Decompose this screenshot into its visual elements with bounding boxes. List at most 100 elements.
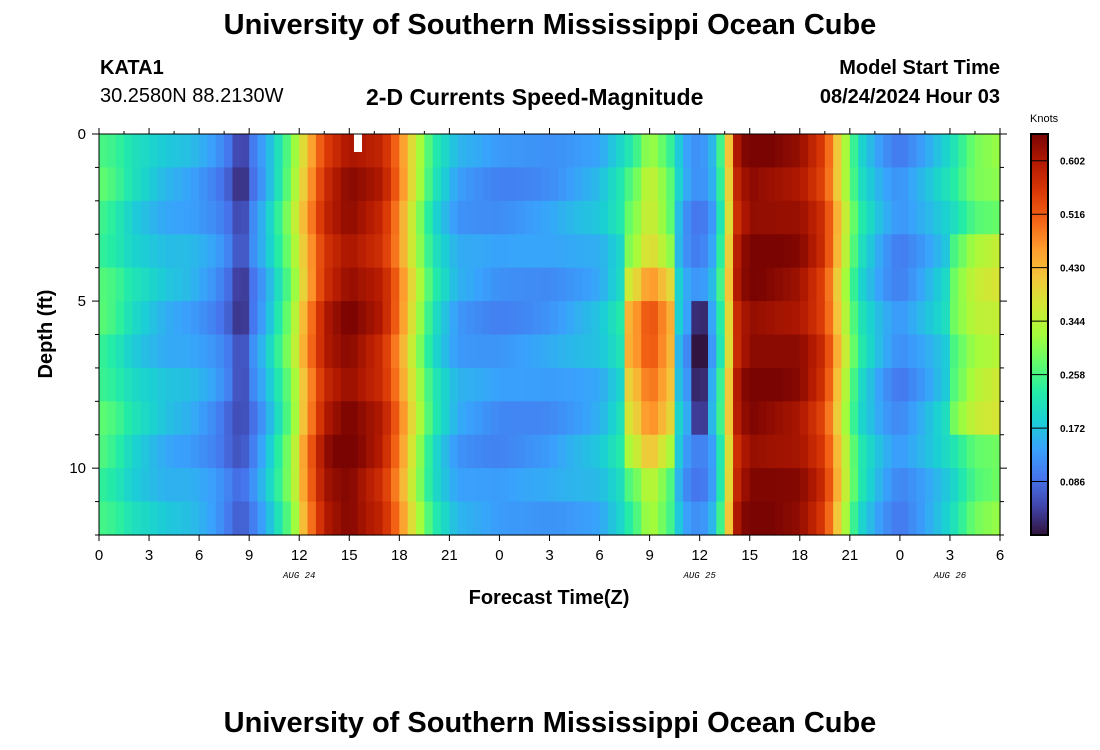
heatmap-cell [282,134,292,169]
heatmap-cell [949,167,959,202]
heatmap-cell [674,301,684,336]
heatmap-cell [883,200,893,235]
heatmap-cell [591,434,601,469]
heatmap-cell [708,134,717,169]
heatmap-cell [916,434,926,469]
heatmap-cell [349,267,359,302]
heatmap-cell [257,401,267,436]
heatmap-cell [641,367,651,402]
heatmap-cells [99,134,1001,536]
heatmap-cell [858,434,868,469]
heatmap-cell [699,267,709,302]
heatmap-cell [240,367,250,402]
heatmap-cell [340,367,350,402]
heatmap-cell [340,200,350,235]
heatmap-cell [891,334,901,369]
heatmap-cell [107,468,117,503]
x-tick-label: 3 [545,547,553,564]
heatmap-cell [290,301,300,336]
heatmap-cell [808,501,818,536]
heatmap-cell [124,301,133,336]
heatmap-cell [841,501,851,536]
heatmap-cell [557,167,567,202]
heatmap-cell [332,267,342,302]
heatmap-cell [165,501,175,536]
heatmap-cell [524,267,534,302]
heatmap-cell [249,301,259,336]
heatmap-cell [107,234,117,269]
heatmap-cell [883,501,893,536]
heatmap-cell [632,301,642,336]
heatmap-cell [824,334,834,369]
heatmap-cell [791,468,801,503]
heatmap-cell [791,434,801,469]
heatmap-cell [924,234,934,269]
heatmap-cell [833,334,843,369]
heatmap-cell [165,301,175,336]
heatmap-cell [365,301,375,336]
heatmap-cell [991,401,1001,436]
heatmap-cell [199,434,209,469]
heatmap-cell [224,167,234,202]
colorbar-tick-label: 0.430 [1060,264,1085,275]
heatmap-cell [649,167,659,202]
heatmap-cell [482,134,492,169]
heatmap-cell [749,134,759,169]
heatmap-cell [265,234,275,269]
heatmap-cell [716,434,726,469]
heatmap-cell [307,401,317,436]
heatmap-cell [791,134,801,169]
heatmap-cell [407,234,417,269]
heatmap-cell [524,334,534,369]
heatmap-cell [441,468,450,503]
heatmap-cell [424,301,434,336]
heatmap-cell [616,501,626,536]
heatmap-cell [165,468,175,503]
heatmap-cell [632,167,642,202]
heatmap-cell [582,134,592,169]
heatmap-cell [824,234,834,269]
heatmap-cell [791,167,801,202]
heatmap-cell [124,134,133,169]
heatmap-cell [858,267,868,302]
heatmap-cell [632,367,642,402]
heatmap-cell [441,367,450,402]
heatmap-cell [691,367,701,402]
heatmap-cell [357,401,367,436]
heatmap-cell [958,468,968,503]
heatmap-cell [941,267,951,302]
heatmap-cell [224,401,234,436]
heatmap-cell [516,501,526,536]
model-start-label: Model Start Time [839,57,1000,79]
heatmap-cell [899,501,909,536]
heatmap-cell [741,468,751,503]
heatmap-cell [733,334,742,369]
heatmap-cell [516,468,526,503]
heatmap-cell [174,367,184,402]
heatmap-cell [532,367,542,402]
heatmap-cell [958,267,968,302]
heatmap-cell [674,134,684,169]
heatmap-cell [974,167,984,202]
heatmap-cell [966,167,976,202]
heatmap-cell [290,234,300,269]
heatmap-cell [307,267,317,302]
heatmap-cell [399,367,409,402]
heatmap-cell [607,434,617,469]
heatmap-cell [983,234,993,269]
heatmap-cell [708,434,717,469]
heatmap-cell [758,134,767,169]
heatmap-cell [265,367,275,402]
heatmap-cell [933,334,943,369]
heatmap-cell [324,334,334,369]
heatmap-cell [390,334,400,369]
heatmap-cell [724,234,734,269]
heatmap-cell [449,468,459,503]
heatmap-cell [215,367,225,402]
heatmap-cell [516,167,526,202]
heatmap-cell [549,434,559,469]
heatmap-cell [491,267,501,302]
heatmap-cell [265,401,275,436]
heatmap-cell [816,134,826,169]
heatmap-cell [607,367,617,402]
